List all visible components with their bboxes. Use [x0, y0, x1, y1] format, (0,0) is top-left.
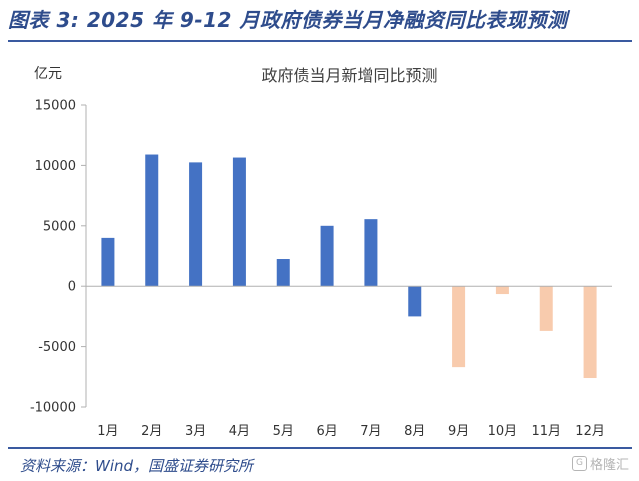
source-note: 资料来源：Wind，国盛证券研究所 — [20, 457, 254, 475]
watermark: G 格隆汇 — [571, 454, 629, 473]
x-tick-label: 9月 — [448, 424, 469, 439]
bar-1 — [101, 237, 115, 287]
watermark-logo-icon: G — [571, 456, 587, 471]
y-tick-label: -5000 — [38, 340, 76, 355]
bar-5 — [276, 259, 290, 287]
x-tick-label: 5月 — [273, 424, 294, 439]
figure-title: 图表 3: 2025 年 9-12 月政府债券当月净融资同比表现预测 — [8, 8, 568, 32]
bar-12 — [583, 286, 597, 379]
x-tick-label: 4月 — [229, 424, 250, 439]
x-tick-label: 11月 — [531, 424, 561, 439]
x-tick-label: 1月 — [97, 424, 118, 439]
y-axis-unit-label: 亿元 — [34, 66, 62, 82]
y-tick-label: 0 — [68, 280, 76, 295]
y-tick-label: 15000 — [35, 99, 76, 114]
bar-11 — [539, 286, 553, 331]
bars — [101, 154, 597, 379]
y-tick-label: -10000 — [30, 401, 76, 416]
x-tick-label: 8月 — [404, 424, 425, 439]
bar-4 — [232, 157, 246, 287]
x-tick-label: 12月 — [575, 424, 605, 439]
footer-divider — [8, 447, 632, 449]
y-axis-ticks: -10000 -5000 0 5000 10000 15000 — [30, 99, 86, 416]
watermark-text: 格隆汇 — [589, 458, 629, 473]
bar-2 — [145, 154, 159, 287]
x-tick-label: 2月 — [141, 424, 162, 439]
bar-10 — [495, 286, 509, 295]
x-tick-label: 3月 — [185, 424, 206, 439]
chart-title: 政府债当月新增同比预测 — [261, 66, 438, 85]
x-tick-label: 6月 — [316, 424, 337, 439]
bar-7 — [364, 219, 378, 287]
x-tick-label: 10月 — [488, 424, 518, 439]
x-axis-labels: 1月 2月 3月 4月 5月 6月 7月 8月 9月 10月 11月 12月 — [97, 424, 605, 439]
bar-3 — [189, 162, 203, 287]
y-tick-label: 10000 — [35, 159, 76, 174]
title-divider — [8, 40, 632, 42]
y-tick-label: 5000 — [43, 219, 76, 234]
bar-6 — [320, 225, 334, 287]
bar-8 — [408, 286, 422, 317]
bar-9 — [452, 286, 466, 368]
x-tick-label: 7月 — [360, 424, 381, 439]
